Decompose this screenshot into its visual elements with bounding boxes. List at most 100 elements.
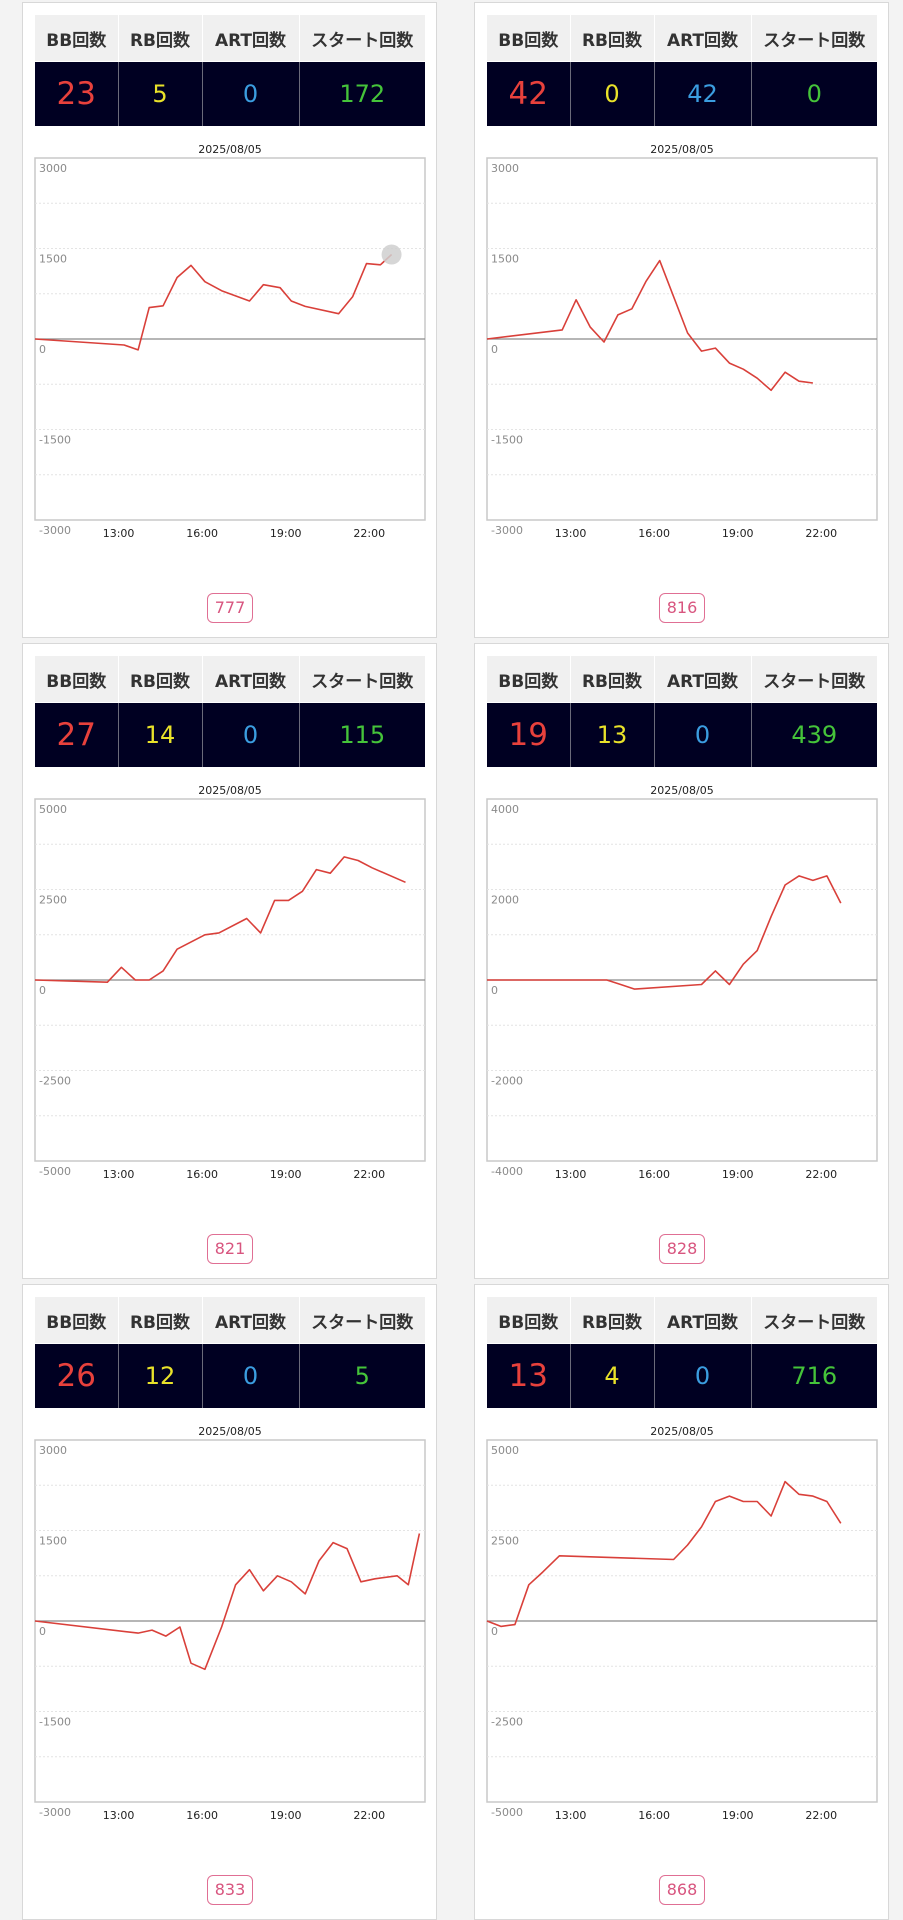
bb-header: BB回数: [487, 15, 571, 62]
start-header: スタート回数: [751, 1297, 877, 1344]
slump-chart: 3000 1500 0 -1500 -3000 13:00 16:00 19:00 22:00: [34, 157, 426, 540]
start-header: スタート回数: [751, 656, 877, 703]
art-header: ART回数: [202, 1297, 300, 1344]
stats-table: BB回数 RB回数 ART回数 スタート回数 26 12 0 5: [35, 1297, 425, 1408]
stats-table: BB回数 RB回数 ART回数 スタート回数 13 4 0 716: [487, 1297, 877, 1408]
rb-count: 14: [118, 702, 203, 767]
machine-card: BB回数 RB回数 ART回数 スタート回数 42 0 42 0 2025/08…: [474, 2, 889, 638]
slump-chart: 4000 2000 0 -2000 -4000 13:00 16:00 19:00 22:00: [486, 798, 878, 1181]
x-tick-label: 22:00: [353, 1168, 385, 1181]
machine-number-link[interactable]: 816: [659, 593, 705, 623]
machine-number-link[interactable]: 821: [207, 1234, 253, 1264]
machine-number-link[interactable]: 828: [659, 1234, 705, 1264]
y-tick-label: -1500: [39, 1716, 71, 1729]
chart-date: 2025/08/05: [198, 143, 262, 156]
slump-chart: 3000 1500 0 -1500 -3000 13:00 16:00 19:00 22:00: [486, 157, 878, 540]
rb-header: RB回数: [570, 1297, 655, 1344]
rb-header: RB回数: [570, 656, 655, 703]
y-tick-label: 1500: [491, 253, 519, 266]
x-tick-label: 16:00: [638, 1809, 670, 1822]
machine-number-link[interactable]: 833: [207, 1875, 253, 1905]
y-tick-label: -1500: [491, 434, 523, 447]
y-tick-label: 4000: [491, 803, 519, 816]
slump-chart: 5000 2500 0 -2500 -5000 13:00 16:00 19:00 22:00: [486, 1439, 878, 1822]
x-tick-label: 13:00: [555, 1809, 587, 1822]
x-tick-label: 13:00: [103, 1168, 135, 1181]
art-count: 42: [654, 61, 752, 126]
start-count: 172: [299, 61, 425, 126]
x-tick-label: 13:00: [555, 527, 587, 540]
rb-count: 4: [570, 1343, 655, 1408]
series-line: [486, 1480, 842, 1628]
bb-header: BB回数: [35, 1297, 119, 1344]
art-count: 0: [654, 702, 752, 767]
bb-count: 13: [487, 1343, 571, 1408]
rb-header: RB回数: [118, 15, 203, 62]
art-count: 0: [202, 61, 300, 126]
x-tick-label: 22:00: [805, 1809, 837, 1822]
y-tick-label: 1500: [39, 1535, 67, 1548]
art-header: ART回数: [654, 656, 752, 703]
x-tick-label: 22:00: [353, 527, 385, 540]
machine-card: BB回数 RB回数 ART回数 スタート回数 26 12 0 5 2025/08…: [22, 1284, 437, 1920]
bb-header: BB回数: [487, 656, 571, 703]
x-tick-label: 13:00: [555, 1168, 587, 1181]
chart-date: 2025/08/05: [198, 784, 262, 797]
rb-count: 13: [570, 702, 655, 767]
start-header: スタート回数: [299, 15, 425, 62]
y-tick-label: -1500: [39, 434, 71, 447]
art-header: ART回数: [654, 1297, 752, 1344]
y-tick-label: 3000: [39, 162, 67, 175]
start-count: 716: [751, 1343, 877, 1408]
y-tick-label: -5000: [39, 1165, 71, 1178]
series-line: [34, 856, 406, 984]
y-tick-label: 0: [39, 343, 46, 356]
x-tick-label: 19:00: [722, 527, 754, 540]
x-tick-label: 22:00: [805, 527, 837, 540]
bb-count: 27: [35, 702, 119, 767]
bb-header: BB回数: [487, 1297, 571, 1344]
stats-table: BB回数 RB回数 ART回数 スタート回数 19 13 0 439: [487, 656, 877, 767]
x-tick-label: 16:00: [186, 527, 218, 540]
y-tick-label: 2500: [491, 1535, 519, 1548]
y-tick-label: 3000: [39, 1444, 67, 1457]
rb-header: RB回数: [118, 1297, 203, 1344]
y-tick-label: 0: [39, 984, 46, 997]
y-tick-label: 0: [491, 984, 498, 997]
x-tick-label: 19:00: [270, 527, 302, 540]
y-tick-label: 5000: [491, 1444, 519, 1457]
x-tick-label: 13:00: [103, 1809, 135, 1822]
chart-date: 2025/08/05: [650, 784, 714, 797]
bb-header: BB回数: [35, 15, 119, 62]
y-tick-label: 2500: [39, 894, 67, 907]
y-tick-label: 1500: [39, 253, 67, 266]
x-tick-label: 16:00: [186, 1809, 218, 1822]
start-count: 439: [751, 702, 877, 767]
start-header: スタート回数: [299, 1297, 425, 1344]
chart-date: 2025/08/05: [650, 143, 714, 156]
machine-number-link[interactable]: 868: [659, 1875, 705, 1905]
x-tick-label: 19:00: [270, 1809, 302, 1822]
y-tick-label: 0: [491, 343, 498, 356]
slump-chart: 5000 2500 0 -2500 -5000 13:00 16:00 19:00 22:00: [34, 798, 426, 1181]
y-tick-label: -5000: [491, 1806, 523, 1819]
machine-number-link[interactable]: 777: [207, 593, 253, 623]
bb-count: 23: [35, 61, 119, 126]
x-tick-label: 19:00: [270, 1168, 302, 1181]
stats-table: BB回数 RB回数 ART回数 スタート回数 42 0 42 0: [487, 15, 877, 126]
rb-count: 5: [118, 61, 203, 126]
y-tick-label: -4000: [491, 1165, 523, 1178]
art-count: 0: [654, 1343, 752, 1408]
hover-marker[interactable]: [381, 244, 402, 265]
y-tick-label: -3000: [39, 524, 71, 537]
start-header: スタート回数: [751, 15, 877, 62]
art-count: 0: [202, 1343, 300, 1408]
y-tick-label: -2500: [39, 1075, 71, 1088]
y-tick-label: -3000: [39, 1806, 71, 1819]
art-header: ART回数: [202, 15, 300, 62]
start-header: スタート回数: [299, 656, 425, 703]
x-tick-label: 16:00: [638, 1168, 670, 1181]
y-tick-label: -2500: [491, 1716, 523, 1729]
art-header: ART回数: [202, 656, 300, 703]
y-tick-label: 0: [491, 1625, 498, 1638]
